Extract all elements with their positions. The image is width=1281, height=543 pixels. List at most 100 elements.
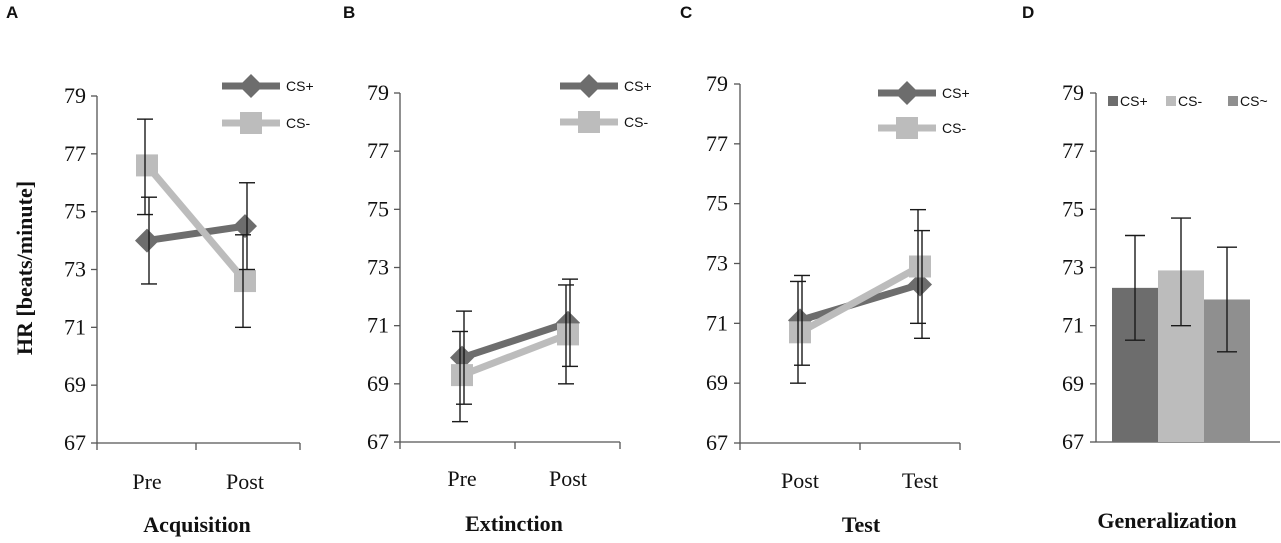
x-category-label: Post [226, 469, 264, 494]
legend-swatch [1228, 96, 1238, 106]
error-bar [1217, 246, 1237, 353]
legend-swatch [1108, 96, 1118, 106]
x-axis-label: Generalization [1097, 508, 1236, 533]
panel-letter: C [680, 3, 692, 22]
error-bar [1171, 217, 1191, 327]
legend-swatch-marker [240, 112, 262, 134]
error-bar [452, 330, 468, 423]
legend-swatch-marker [895, 81, 919, 105]
y-tick-label: 77 [367, 138, 389, 163]
y-tick-label: 79 [367, 80, 389, 105]
data-point [789, 321, 811, 344]
x-category-label: Pre [447, 466, 476, 491]
x-category-label: Test [902, 468, 938, 493]
legend: CS+ CS- [560, 74, 652, 133]
legend-item: CS+ [1108, 93, 1148, 109]
panel-c: C 67 69 71 73 75 77 79 Test Post Test CS+ CS- [680, 3, 970, 537]
error-bar [794, 274, 810, 366]
legend-label: CS- [1178, 93, 1202, 109]
legend-swatch-marker [577, 74, 601, 98]
y-tick-label: 73 [1062, 255, 1084, 280]
x-axis-label: Extinction [465, 511, 563, 536]
y-tick-label: 75 [367, 196, 389, 221]
x-category-label: Post [549, 466, 587, 491]
panel-a: A 67 69 71 73 75 77 79 Acquisition Pre Post CS+ CS- [6, 3, 314, 537]
error-bar [790, 280, 806, 384]
y-tick-label: 77 [1062, 138, 1084, 163]
series-cs-minus [136, 154, 256, 293]
legend: CS+ CS- CS~ [1108, 93, 1268, 109]
y-tick-label: 71 [1062, 313, 1084, 338]
error-bar [456, 310, 472, 405]
y-tick-label: 79 [64, 83, 86, 108]
x-category-label: Post [781, 468, 819, 493]
y-tick-label: 75 [1062, 196, 1084, 221]
y-tick-label: 69 [1062, 371, 1084, 396]
legend-label: CS- [286, 115, 310, 131]
y-tick-label: 67 [1062, 429, 1084, 454]
data-point [451, 364, 473, 387]
legend-label: CS- [624, 114, 648, 130]
error-bar [137, 118, 153, 216]
y-tick-label: 69 [706, 370, 728, 395]
error-bar [562, 278, 578, 368]
data-point [909, 255, 931, 278]
series-line [460, 319, 570, 361]
y-tick-label: 67 [367, 429, 389, 454]
error-bar [239, 182, 255, 271]
y-tick-label: 79 [706, 71, 728, 96]
panel-letter: A [6, 3, 18, 22]
data-point [135, 228, 159, 253]
error-bar [1125, 234, 1145, 341]
data-point [234, 270, 256, 293]
legend: CS+ CS- [222, 74, 314, 134]
legend-label: CS+ [624, 78, 652, 94]
error-bar [235, 234, 251, 329]
series-cs-plus [135, 214, 257, 253]
error-bar [141, 196, 157, 285]
legend-swatch-marker [239, 74, 263, 98]
data-point [233, 214, 257, 239]
series-line [798, 263, 922, 336]
legend-swatch [1166, 96, 1176, 106]
legend: CS+ CS- [878, 81, 970, 139]
series-cs-minus [789, 255, 931, 344]
error-bar [558, 284, 574, 385]
error-bar [910, 208, 926, 325]
legend-swatch-marker [896, 117, 918, 139]
y-tick-label: 75 [706, 191, 728, 216]
x-axis-label: Acquisition [143, 512, 251, 537]
y-tick-label: 77 [64, 141, 86, 166]
error-bar [914, 229, 930, 339]
legend-swatch-marker [578, 111, 600, 133]
data-point [136, 154, 158, 177]
y-tick-label: 67 [64, 430, 86, 455]
y-tick-label: 73 [64, 257, 86, 282]
panel-letter: B [343, 3, 355, 22]
y-tick-label: 71 [64, 314, 86, 339]
legend-item: CS+ [560, 74, 652, 98]
y-tick-label: 79 [1062, 80, 1084, 105]
y-tick-label: 73 [367, 255, 389, 280]
data-point [908, 272, 932, 297]
y-tick-label: 73 [706, 251, 728, 276]
x-axis-label: Test [842, 512, 881, 537]
y-tick-label: 67 [706, 430, 728, 455]
panel-b: B 67 69 71 73 75 77 79 Extinction Pre Post CS+ CS- [343, 3, 652, 536]
series-line [460, 331, 570, 379]
data-point [450, 345, 474, 370]
legend-item: CS- [222, 112, 310, 134]
series-cs-minus [451, 323, 579, 387]
legend-label: CS+ [942, 85, 970, 101]
legend-label: CS+ [1120, 93, 1148, 109]
panel-letter: D [1022, 3, 1034, 22]
legend-item: CS- [560, 111, 648, 133]
y-tick-label: 77 [706, 131, 728, 156]
y-tick-label: 75 [64, 199, 86, 224]
legend-item: CS+ [878, 81, 970, 105]
legend-label: CS~ [1240, 93, 1268, 109]
panel-d: D 67 69 71 73 75 77 79 Generalization CS+ CS- CS~ [1022, 3, 1280, 533]
y-axis-label: HR [beats/minute] [12, 181, 37, 355]
legend-item: CS+ [222, 74, 314, 98]
